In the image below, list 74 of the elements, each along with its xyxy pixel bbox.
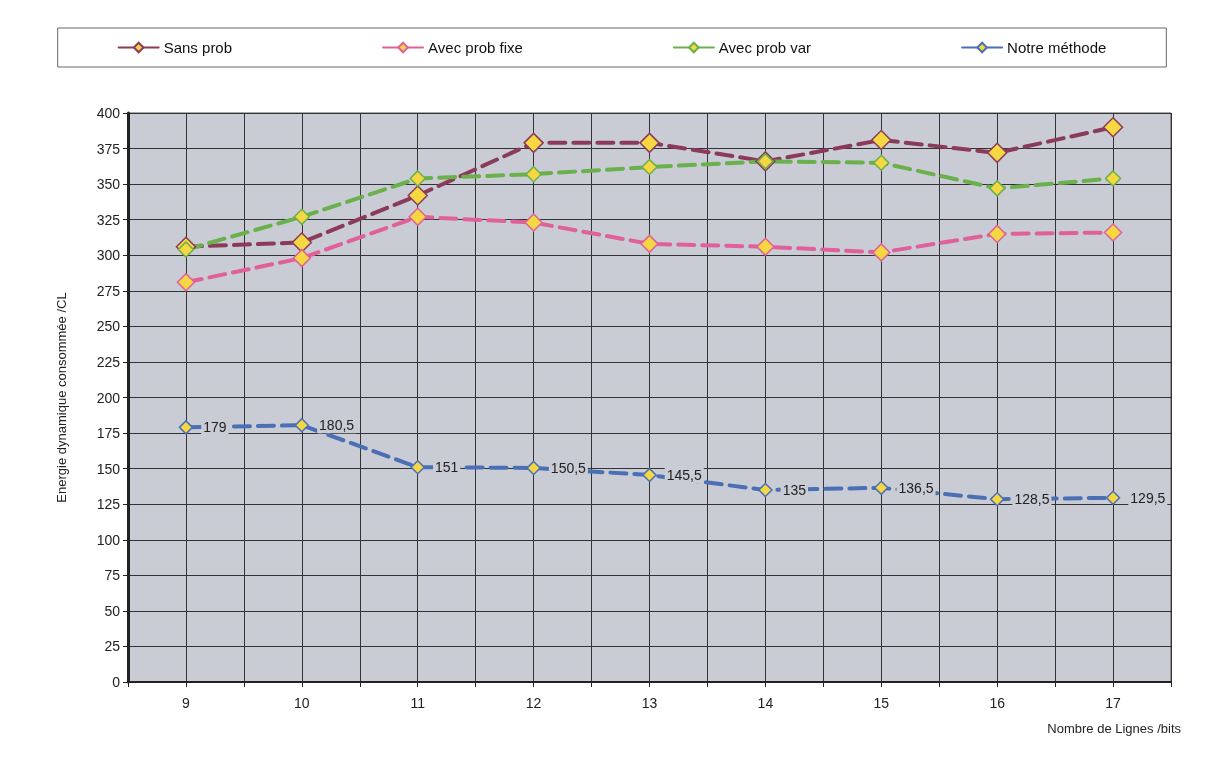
point	[291, 232, 313, 253]
y-axis-title: Energie dynamique consommée /CL	[54, 292, 69, 503]
x-tick-label: 9	[182, 695, 191, 711]
point	[987, 224, 1007, 244]
y-tick-label: 0	[112, 674, 121, 690]
point	[639, 132, 660, 154]
y-tick-label: 250	[96, 318, 121, 335]
point	[176, 273, 196, 292]
y-tick-label: 175	[96, 425, 121, 442]
y-tick-label: 100	[96, 531, 121, 548]
legend-label: Avec prob var	[718, 39, 812, 56]
point	[523, 132, 544, 154]
x-tick-label: 11	[410, 695, 426, 711]
x-tick-label: 13	[641, 695, 658, 711]
y-tick-label: 350	[96, 176, 121, 193]
point	[1102, 116, 1124, 138]
x-axis-title: Nombre de Lignes /bits	[1047, 721, 1182, 736]
point	[874, 480, 889, 496]
point	[989, 491, 1005, 507]
point	[526, 460, 541, 476]
data-label: 151	[434, 459, 459, 476]
point	[408, 207, 427, 227]
y-tick-label: 200	[96, 389, 121, 406]
y-tick-label: 225	[96, 353, 121, 370]
point	[409, 170, 426, 187]
y-tick-label: 50	[104, 602, 121, 619]
point	[294, 417, 310, 433]
y-tick-label: 275	[96, 282, 121, 299]
point	[1105, 490, 1121, 506]
point	[641, 158, 658, 176]
point	[525, 165, 542, 183]
y-tick-label: 325	[96, 211, 121, 228]
x-tick-label: 10	[294, 695, 310, 711]
data-label: 179	[203, 419, 227, 436]
point	[1104, 170, 1122, 187]
point	[524, 213, 543, 232]
y-tick-label: 300	[96, 247, 121, 264]
data-label: 180,5	[319, 417, 355, 434]
x-tick-label: 12	[525, 695, 542, 711]
point	[758, 482, 773, 498]
data-label: 135	[782, 481, 807, 498]
data-label: 128,5	[1014, 491, 1050, 508]
data-label: 136,5	[898, 479, 934, 496]
x-tick-label: 14	[757, 695, 774, 711]
point	[988, 180, 1006, 197]
y-tick-label: 75	[104, 567, 121, 584]
point	[756, 237, 775, 256]
point	[871, 129, 892, 151]
point	[293, 208, 311, 226]
point	[986, 142, 1008, 164]
x-tick-label: 16	[989, 695, 1006, 711]
point	[292, 248, 312, 268]
point	[407, 185, 428, 206]
legend-label: Avec prob fixe	[428, 39, 523, 56]
data-label: 150,5	[550, 459, 587, 476]
data-label: 129,5	[1130, 489, 1166, 506]
point	[873, 154, 890, 172]
y-tick-label: 125	[96, 496, 121, 513]
point	[640, 234, 659, 254]
point	[410, 459, 425, 475]
legend-label: Sans prob	[163, 39, 233, 56]
x-tick-label: 15	[873, 695, 890, 711]
data-label: 145,5	[666, 467, 702, 484]
point	[642, 467, 657, 483]
y-tick-label: 25	[104, 638, 121, 655]
point	[178, 420, 194, 435]
y-tick-label: 150	[96, 460, 121, 477]
point	[1103, 223, 1123, 242]
y-tick-label: 375	[96, 140, 121, 157]
legend-label: Notre méthode	[1007, 39, 1107, 56]
point	[872, 243, 891, 262]
point	[177, 241, 195, 258]
x-tick-label: 17	[1105, 695, 1122, 711]
y-tick-label: 400	[96, 105, 121, 121]
